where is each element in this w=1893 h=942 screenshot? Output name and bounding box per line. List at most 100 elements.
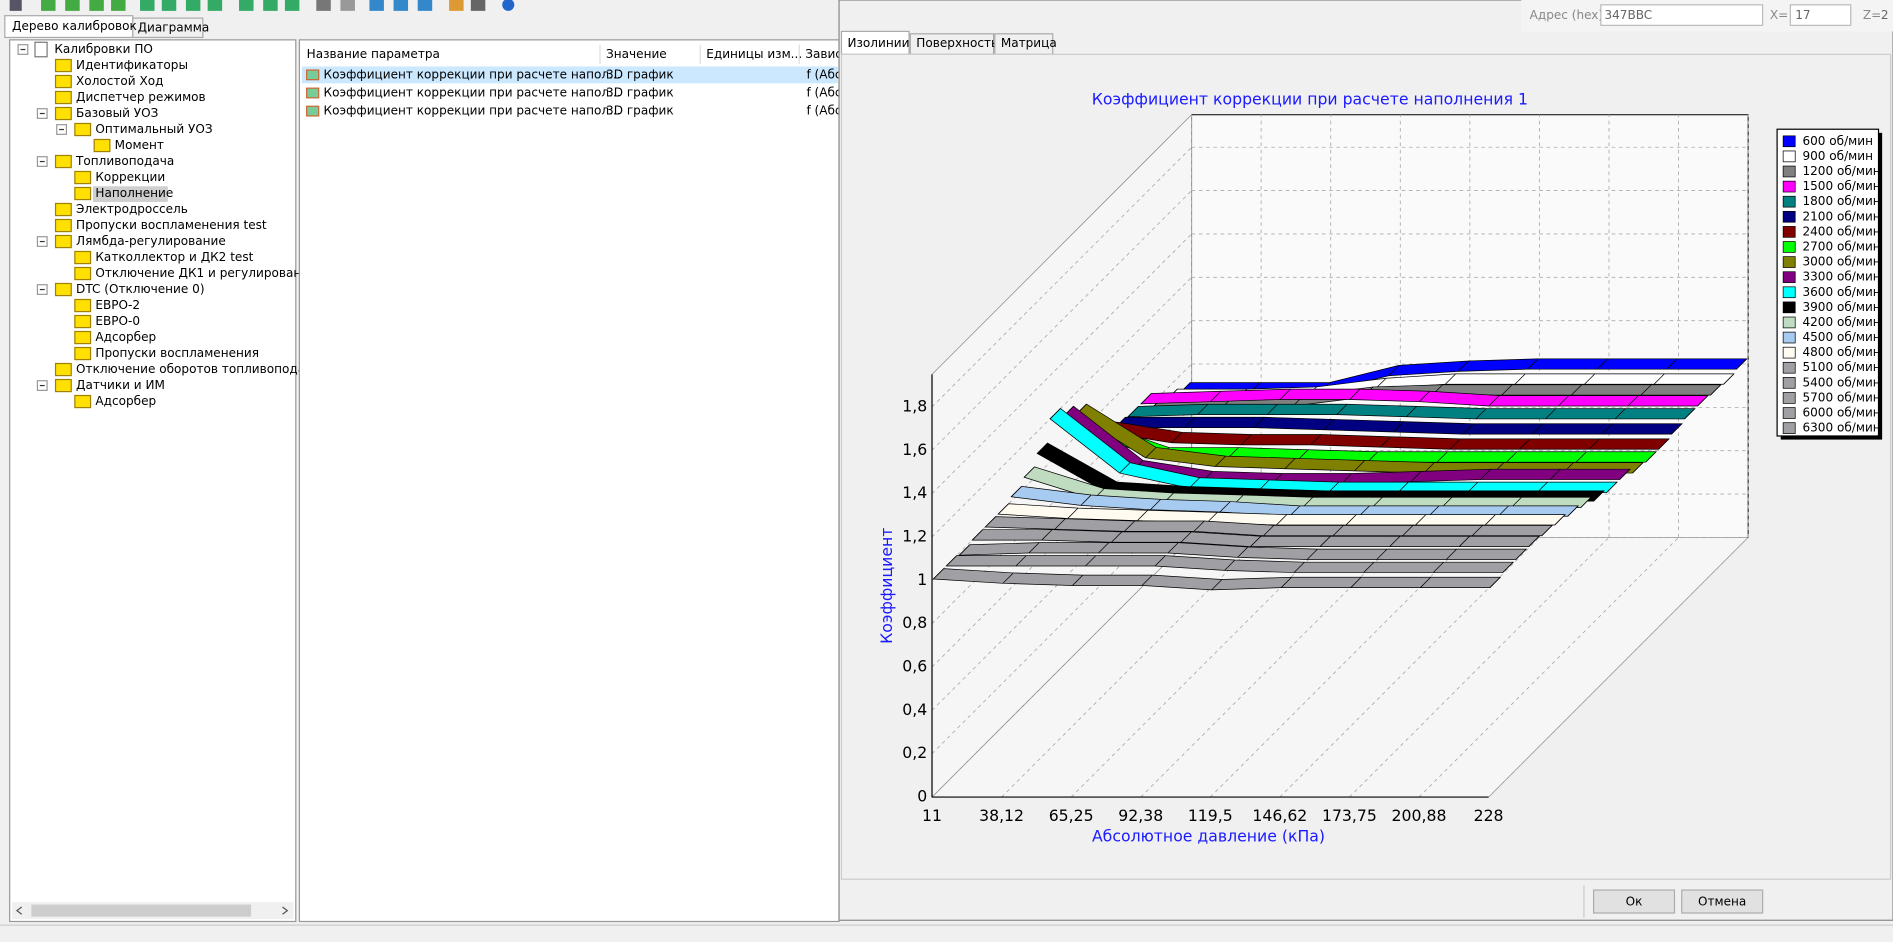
legend-swatch — [1783, 302, 1795, 313]
legend-label[interactable]: 5100 об/мин — [1802, 360, 1880, 374]
legend-label[interactable]: 600 об/мин — [1802, 134, 1873, 148]
x-tick-label: 11 — [922, 806, 942, 825]
column-header[interactable]: Единицы изм... — [706, 47, 802, 61]
column-header[interactable]: Значение — [606, 47, 667, 61]
legend-swatch — [1783, 211, 1795, 222]
tree-node[interactable]: Холостой Ход — [76, 74, 163, 88]
y-tick-label: 0,4 — [902, 700, 927, 719]
tree-node[interactable]: Момент — [115, 138, 164, 152]
tree-node[interactable]: Коррекции — [95, 170, 165, 184]
tree-node[interactable]: Отключение ДК1 и регулирования — [95, 266, 316, 280]
legend-label[interactable]: 1500 об/мин — [1802, 179, 1880, 193]
button-label: Отмена — [1698, 895, 1746, 909]
tool-icon[interactable] — [65, 0, 79, 11]
legend-label[interactable]: 3300 об/мин — [1802, 270, 1880, 284]
tool-icon[interactable] — [111, 0, 125, 11]
doc-icon — [35, 42, 47, 56]
tool-icon[interactable] — [418, 0, 432, 11]
folder-icon — [56, 91, 72, 103]
tab-label: Диаграмма — [138, 20, 210, 34]
tree-node[interactable]: Наполнение — [95, 186, 173, 200]
tree-node[interactable]: Калибровки ПО — [54, 42, 153, 56]
tree-node[interactable]: Катколлектор и ДК2 test — [95, 250, 253, 264]
tree-node[interactable]: Диспетчер режимов — [76, 90, 206, 104]
tree-node[interactable]: Идентификаторы — [76, 58, 188, 72]
legend-label[interactable]: 2400 об/мин — [1802, 224, 1880, 238]
legend-label[interactable]: 900 об/мин — [1802, 149, 1873, 163]
legend-label[interactable]: 6000 об/мин — [1802, 406, 1880, 420]
table-panel — [299, 40, 839, 922]
y-tick-label: 0,2 — [902, 743, 927, 762]
tree-node[interactable]: Адсорбер — [95, 330, 156, 344]
legend-label[interactable]: 3600 об/мин — [1802, 285, 1880, 299]
tree-node[interactable]: ЕВРО-2 — [95, 298, 140, 312]
tool-icon[interactable] — [263, 0, 277, 11]
tool-icon[interactable] — [369, 0, 383, 11]
y-axis-label: Коэффициент — [877, 528, 896, 644]
legend-swatch — [1783, 272, 1795, 283]
legend-swatch — [1783, 362, 1795, 373]
tool-icon[interactable] — [285, 0, 299, 11]
param-dependency: f (Абс — [806, 104, 841, 118]
legend-label[interactable]: 2100 об/мин — [1802, 209, 1880, 223]
legend-label[interactable]: 4200 об/мин — [1802, 315, 1880, 329]
tool-icon[interactable] — [89, 0, 103, 11]
legend-label[interactable]: 3000 об/мин — [1802, 255, 1880, 269]
tool-icon[interactable] — [340, 0, 354, 11]
folder-icon — [56, 380, 72, 392]
tool-icon[interactable] — [316, 0, 330, 11]
column-header[interactable]: Завис — [805, 47, 842, 61]
x-tick-label: 92,38 — [1118, 806, 1163, 825]
legend-label[interactable]: 1800 об/мин — [1802, 194, 1880, 208]
param-value: 3D график — [606, 85, 674, 99]
legend-swatch — [1783, 393, 1795, 404]
legend-swatch — [1783, 151, 1795, 162]
y-tick-label: 1 — [917, 570, 927, 589]
tool-icon[interactable] — [186, 0, 200, 11]
legend-label[interactable]: 2700 об/мин — [1802, 239, 1880, 253]
tool-icon[interactable] — [140, 0, 154, 11]
tool-icon[interactable] — [208, 0, 222, 11]
tree-node[interactable]: Отключение оборотов топливоподачи — [76, 362, 320, 376]
y-tick-label: 0,6 — [902, 657, 927, 676]
tool-icon[interactable] — [239, 0, 253, 11]
x-value: 17 — [1795, 8, 1810, 22]
legend-label[interactable]: 4500 об/мин — [1802, 330, 1880, 344]
legend-label[interactable]: 5700 об/мин — [1802, 390, 1880, 404]
legend-swatch — [1783, 332, 1795, 343]
param-name[interactable]: Коэффициент коррекции при расчете напол.… — [324, 85, 621, 99]
legend-label[interactable]: 3900 об/мин — [1802, 300, 1880, 314]
tree-node[interactable]: Электродроссель — [76, 202, 188, 216]
x-tick-label: 173,75 — [1322, 806, 1377, 825]
tool-icon[interactable] — [10, 0, 22, 11]
tool-icon[interactable] — [449, 0, 463, 11]
tree-node[interactable]: Базовый УОЗ — [76, 106, 158, 120]
address-value: 347BBC — [1604, 8, 1652, 22]
tree-node[interactable]: Адсорбер — [95, 394, 156, 408]
legend-label[interactable]: 4800 об/мин — [1802, 345, 1880, 359]
param-dependency: f (Абс — [806, 67, 841, 81]
tool-icon[interactable] — [41, 0, 55, 11]
scroll-thumb[interactable] — [31, 905, 251, 917]
tool-icon[interactable] — [394, 0, 408, 11]
param-name[interactable]: Коэффициент коррекции при расчете напол.… — [324, 67, 621, 81]
tree-node[interactable]: Лямбда-регулирование — [76, 234, 226, 248]
tree-node[interactable]: ЕВРО-0 — [95, 314, 140, 328]
legend-swatch — [1783, 257, 1795, 268]
legend-swatch — [1783, 408, 1795, 419]
x-tick-label: 119,5 — [1188, 806, 1233, 825]
tree-node[interactable]: Датчики и ИМ — [76, 378, 165, 392]
tree-node[interactable]: DTC (Отключение 0) — [76, 282, 204, 296]
param-name[interactable]: Коэффициент коррекции при расчете напол.… — [324, 104, 621, 118]
column-header[interactable]: Название параметра — [307, 47, 440, 61]
tree-node[interactable]: Пропуски воспламенения test — [76, 218, 267, 232]
tool-icon[interactable] — [471, 0, 485, 11]
tree-node[interactable]: Оптимальный УОЗ — [95, 122, 212, 136]
tree-node[interactable]: Пропуски воспламенения — [95, 346, 259, 360]
tab-label: Изолинии — [848, 36, 910, 50]
tree-node[interactable]: Топливоподача — [75, 154, 174, 168]
legend-label[interactable]: 1200 об/мин — [1802, 164, 1880, 178]
legend-label[interactable]: 5400 об/мин — [1802, 375, 1880, 389]
legend-label[interactable]: 6300 об/мин — [1802, 421, 1880, 435]
tool-icon[interactable] — [162, 0, 176, 11]
